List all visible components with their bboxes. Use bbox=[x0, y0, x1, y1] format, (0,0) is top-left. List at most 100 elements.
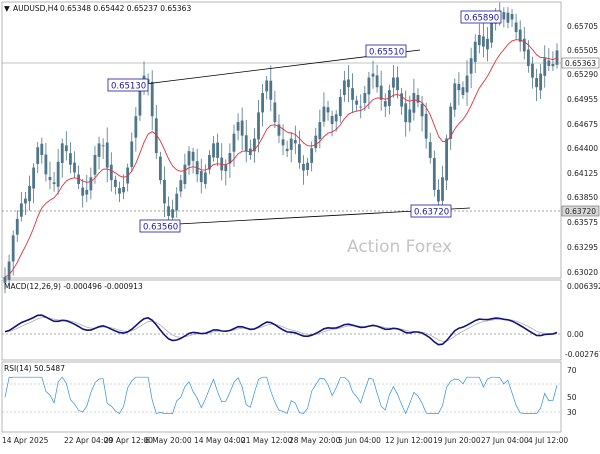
candle-body bbox=[85, 189, 89, 195]
candle-body bbox=[531, 63, 534, 78]
candle-body bbox=[347, 79, 350, 88]
y-tick: 0.63575 bbox=[567, 218, 598, 227]
candle-body bbox=[163, 179, 166, 204]
candle-body bbox=[60, 143, 64, 163]
svg-text:0.65510: 0.65510 bbox=[369, 48, 404, 58]
candle-body bbox=[539, 73, 543, 91]
candle-body bbox=[179, 180, 183, 192]
candle-body bbox=[375, 75, 379, 88]
callout-063720: 0.63720 bbox=[410, 204, 452, 218]
candle-body bbox=[445, 138, 448, 181]
candle-body bbox=[535, 78, 538, 88]
candle-body bbox=[154, 118, 158, 154]
candle-body bbox=[265, 80, 269, 92]
candle-body bbox=[432, 158, 436, 190]
svg-text:0.65890: 0.65890 bbox=[464, 14, 499, 24]
candle-body bbox=[244, 135, 248, 152]
x-tick: 4 Jul 12:00 bbox=[528, 436, 568, 445]
candle-body bbox=[322, 106, 326, 122]
candle-body bbox=[371, 73, 375, 77]
x-tick: 14 May 04:00 bbox=[194, 436, 246, 445]
candle-body bbox=[56, 161, 60, 187]
candle-body bbox=[253, 138, 256, 152]
svg-text:0.65130: 0.65130 bbox=[111, 82, 146, 92]
candle-body bbox=[109, 164, 113, 181]
candle-body bbox=[404, 103, 408, 123]
candle-body bbox=[522, 38, 526, 52]
candle-body bbox=[396, 77, 399, 91]
rsi-pane-frame bbox=[1, 361, 562, 433]
y-tick: 0.63020 bbox=[567, 268, 598, 277]
candle-body bbox=[363, 93, 367, 103]
candle-body bbox=[310, 148, 314, 163]
candle-body bbox=[428, 142, 432, 158]
svg-text:0.63720: 0.63720 bbox=[414, 208, 449, 218]
candle-body bbox=[420, 103, 424, 117]
candle-body bbox=[11, 235, 15, 262]
candle-body bbox=[449, 106, 453, 139]
candle-body bbox=[97, 143, 101, 157]
moving-average-line bbox=[4, 39, 558, 278]
callout-065130: 0.65130 bbox=[107, 78, 149, 92]
svg-text:0.63560: 0.63560 bbox=[143, 223, 178, 233]
candle-body bbox=[453, 83, 457, 110]
watermark: Action Forex bbox=[347, 237, 452, 257]
candle-body bbox=[302, 163, 305, 171]
y-tick: -0.002767 bbox=[565, 350, 600, 359]
candle-body bbox=[93, 155, 97, 175]
candle-body bbox=[122, 186, 125, 193]
support-price-label: 0.63720 bbox=[565, 207, 596, 216]
candle-body bbox=[118, 188, 121, 194]
candle-body bbox=[518, 29, 522, 42]
y-tick: 70 bbox=[567, 366, 577, 375]
rsi-y-axis: 70 50 30 bbox=[567, 366, 577, 417]
y-tick: 0.006392 bbox=[567, 282, 600, 291]
x-tick: 12 Jun 12:00 bbox=[385, 436, 433, 445]
candle-body bbox=[64, 145, 68, 152]
x-tick: 29 Apr 12:00 bbox=[104, 436, 153, 445]
candle-body bbox=[277, 124, 281, 136]
candle-body bbox=[183, 164, 187, 185]
candle-body bbox=[77, 174, 80, 185]
candle-body bbox=[547, 60, 551, 66]
candle-body bbox=[199, 171, 203, 183]
candle-body bbox=[105, 142, 109, 168]
candle-body bbox=[502, 12, 506, 20]
candle-body bbox=[32, 167, 36, 189]
candle-body bbox=[48, 176, 52, 181]
y-tick: 0.63295 bbox=[567, 243, 598, 252]
candle-body bbox=[412, 93, 416, 113]
candle-body bbox=[44, 154, 48, 175]
candle-body bbox=[342, 80, 346, 96]
candle-body bbox=[138, 90, 142, 116]
candle-body bbox=[15, 218, 19, 235]
x-tick: 14 Apr 2025 bbox=[2, 436, 49, 445]
x-axis: 14 Apr 2025 22 Apr 04:00 29 Apr 12:00 6 … bbox=[2, 436, 568, 445]
x-tick: 22 Apr 04:00 bbox=[64, 436, 113, 445]
candle-body bbox=[89, 177, 93, 191]
x-tick: 21 May 12:00 bbox=[241, 436, 293, 445]
candle-body bbox=[338, 96, 342, 117]
candle-body bbox=[171, 209, 175, 218]
candle-body bbox=[318, 122, 322, 140]
candle-body bbox=[400, 93, 404, 107]
macd-y-axis: 0.006392 0.00 -0.002767 bbox=[565, 282, 600, 359]
candle-body bbox=[330, 116, 334, 125]
y-tick: 0.64955 bbox=[567, 95, 598, 104]
candle-body bbox=[551, 63, 555, 67]
candle-body bbox=[257, 112, 260, 140]
candle-body bbox=[383, 101, 387, 107]
x-tick: 28 May 20:00 bbox=[289, 436, 341, 445]
candle-body bbox=[191, 151, 195, 161]
y-tick: 0.63850 bbox=[567, 193, 598, 202]
candle-body bbox=[408, 109, 412, 123]
candle-body bbox=[293, 140, 297, 144]
candle-body bbox=[482, 36, 485, 47]
candle-body bbox=[228, 153, 232, 164]
candle-body bbox=[510, 14, 514, 20]
candlestick-series bbox=[3, 2, 559, 294]
current-price-label: 0.65363 bbox=[565, 59, 596, 68]
candle-body bbox=[216, 142, 220, 158]
